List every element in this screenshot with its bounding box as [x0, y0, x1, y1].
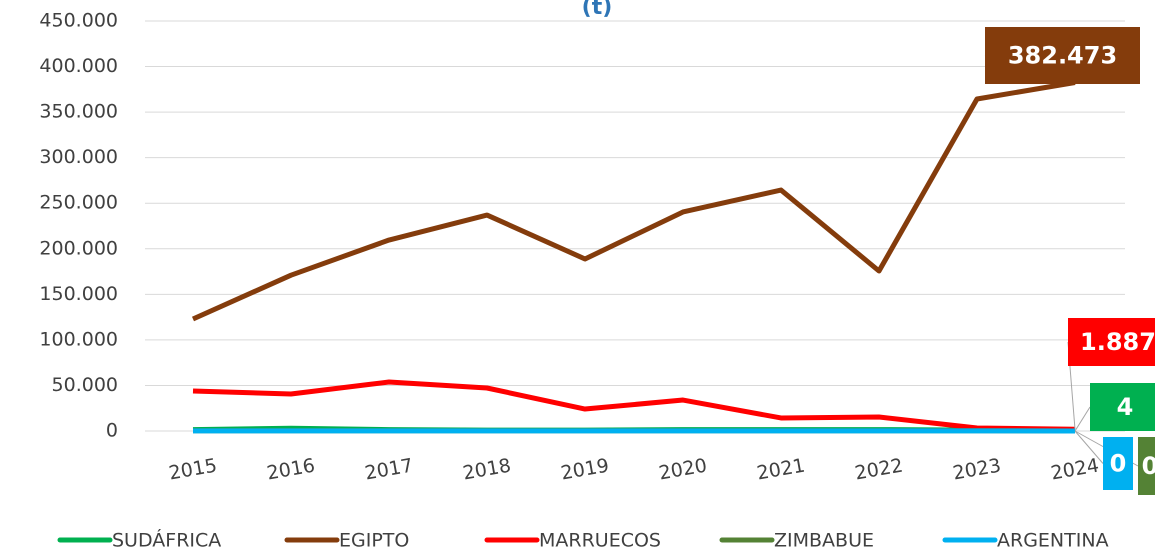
data-label: 382.473	[1008, 42, 1117, 70]
data-label-box	[1138, 437, 1155, 495]
y-tick-label: 400.000	[39, 55, 118, 77]
x-tick-label: 2021	[755, 454, 806, 484]
x-tick-label: 2019	[559, 454, 610, 484]
x-tick-label: 2024	[1049, 454, 1100, 484]
series-line	[191, 80, 1076, 322]
x-tick-label: 2022	[853, 454, 904, 484]
data-label-box	[985, 27, 1140, 84]
x-tick-label: 2016	[265, 454, 316, 484]
series-line	[192, 379, 1076, 432]
legend-label: ZIMBABUE	[774, 530, 874, 550]
y-tick-label: 450.000	[39, 10, 118, 32]
legend-label: EGIPTO	[339, 530, 409, 550]
y-tick-label: 250.000	[39, 192, 118, 214]
leader-line	[1074, 406, 1091, 432]
legend-label: MARRUECOS	[539, 530, 661, 550]
y-tick-label: 100.000	[39, 328, 118, 350]
data-label-box	[1103, 437, 1133, 490]
y-tick-label: 300.000	[39, 146, 118, 168]
leader-line	[1074, 430, 1104, 464]
x-tick-label: 2018	[461, 454, 512, 484]
y-tick-label: 0	[106, 420, 118, 442]
data-label: 4	[1117, 393, 1134, 421]
data-label-box	[1068, 318, 1155, 366]
x-tick-label: 2020	[657, 454, 708, 484]
x-tick-label: 2023	[951, 454, 1002, 484]
x-tick-label: 2015	[167, 454, 218, 484]
y-tick-label: 350.000	[39, 101, 118, 123]
y-tick-label: 200.000	[39, 237, 118, 259]
data-label-box	[1090, 383, 1155, 431]
y-tick-label: 150.000	[39, 283, 118, 305]
data-label: 0	[1142, 452, 1155, 480]
legend-label: ARGENTINA	[997, 530, 1109, 550]
x-tick-label: 2017	[363, 454, 414, 484]
data-label: 0	[1110, 450, 1127, 478]
legend-label: SUDÁFRICA	[112, 529, 221, 550]
data-label: 1.887	[1080, 328, 1155, 356]
chart-title: (t)	[582, 0, 613, 20]
y-tick-label: 50.000	[52, 374, 118, 396]
